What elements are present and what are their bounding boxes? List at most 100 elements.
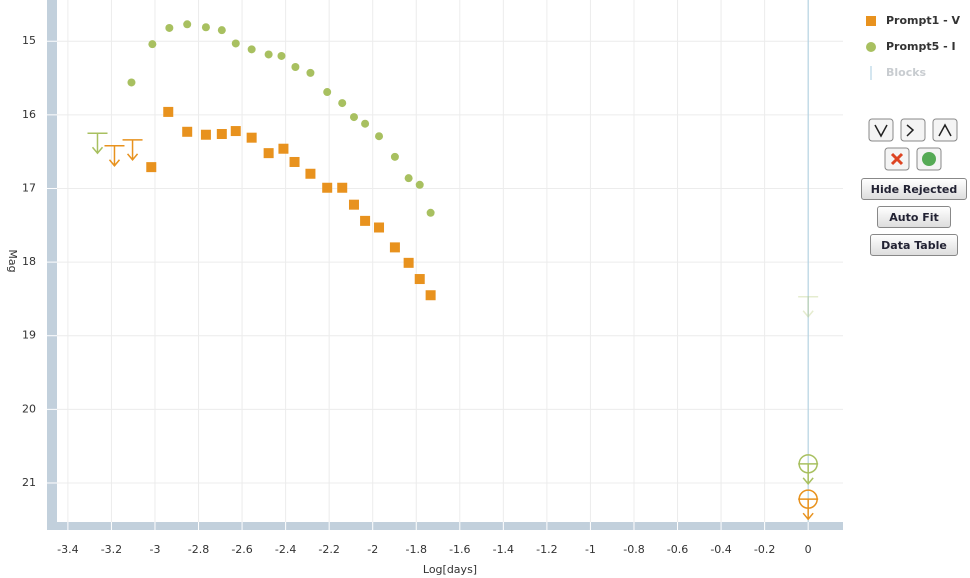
legend-marker [866, 16, 876, 26]
limit-circle [798, 454, 818, 474]
point [277, 51, 286, 60]
point [360, 215, 371, 226]
point [323, 88, 332, 97]
button[interactable]: Auto Fit [877, 206, 951, 228]
upper-limit [87, 132, 108, 155]
point [337, 182, 348, 193]
y-axis-bar [47, 0, 57, 530]
icon-button[interactable] [932, 118, 958, 142]
point [182, 126, 193, 137]
point [183, 20, 192, 29]
point [374, 222, 385, 233]
x-tick-label: -1.6 [449, 543, 470, 556]
x-tick-label: -3.2 [101, 543, 122, 556]
point [163, 106, 174, 117]
point [263, 148, 274, 159]
point [146, 162, 157, 173]
point [264, 50, 273, 59]
point [403, 257, 414, 268]
button[interactable]: Hide Rejected [861, 178, 967, 200]
point [306, 68, 315, 77]
x-tick-label: -0.4 [710, 543, 731, 556]
x-tick-label: -3 [149, 543, 160, 556]
x-tick-label: -0.2 [754, 543, 775, 556]
x-tick-label: -2.8 [188, 543, 209, 556]
button[interactable]: Data Table [870, 234, 958, 256]
limit-symbol [798, 463, 819, 486]
point [289, 156, 300, 167]
point [338, 99, 347, 108]
x-tick-label: -1.2 [536, 543, 557, 556]
upper-limit [104, 145, 125, 167]
x-tick-label: -1 [585, 543, 596, 556]
icon [890, 152, 904, 166]
point [291, 62, 300, 71]
x-tick-label: -2.6 [231, 543, 252, 556]
y-tick-label: 15 [22, 34, 36, 47]
upper-limit [798, 489, 819, 521]
point [246, 132, 257, 143]
limit-symbol [798, 498, 819, 521]
limit-symbol [87, 132, 108, 155]
limit-symbol [104, 145, 125, 167]
x-axis-bar [47, 522, 843, 530]
icon-button[interactable] [868, 118, 894, 142]
point [415, 180, 424, 189]
point [247, 45, 256, 54]
y-tick-label: 20 [22, 402, 36, 415]
point [148, 40, 157, 49]
point [349, 113, 358, 122]
legend-label: Blocks [886, 66, 927, 79]
limit-symbol [122, 139, 143, 162]
point [404, 174, 413, 183]
icon [922, 152, 936, 166]
legend-label[interactable]: Prompt5 - I [886, 40, 956, 53]
x-tick-label: -3.4 [57, 543, 78, 556]
upper-limit [798, 295, 819, 318]
upper-limit [798, 454, 819, 486]
y-tick-label: 19 [22, 329, 36, 342]
y-tick-label: 16 [22, 108, 36, 121]
x-tick-label: -0.8 [623, 543, 644, 556]
legend-marker [866, 42, 876, 52]
upper-limit [122, 139, 143, 162]
x-tick-label: -2.2 [318, 543, 339, 556]
legend-label[interactable]: Prompt1 - V [886, 14, 961, 27]
x-tick-label: -1.4 [493, 543, 514, 556]
icon [874, 123, 952, 138]
point [348, 199, 359, 210]
point [278, 143, 289, 154]
point [231, 39, 240, 48]
point [322, 182, 333, 193]
point [127, 78, 136, 87]
point [390, 152, 399, 161]
y-axis-label: Mag [6, 249, 19, 272]
limit-circle [798, 489, 818, 509]
y-tick-label: 17 [22, 181, 36, 194]
point [230, 126, 241, 137]
y-tick-label: 18 [22, 255, 36, 268]
x-tick-label: -0.6 [667, 543, 688, 556]
point [375, 132, 384, 141]
point [426, 208, 435, 217]
point [414, 274, 425, 285]
point [217, 26, 226, 35]
limit-symbol [798, 295, 819, 318]
point [200, 129, 211, 140]
point [425, 290, 436, 301]
icon-buttons[interactable] [868, 118, 958, 171]
x-tick-label: -2 [367, 543, 378, 556]
point [201, 23, 210, 32]
x-axis-label: Log[days] [423, 563, 477, 576]
point [361, 119, 370, 128]
x-tick-label: 0 [805, 543, 812, 556]
x-tick-label: -2.4 [275, 543, 296, 556]
point [305, 168, 316, 179]
point [389, 242, 400, 253]
point [165, 23, 174, 32]
x-tick-label: -1.8 [406, 543, 427, 556]
point [216, 128, 227, 139]
y-tick-label: 21 [22, 476, 36, 489]
